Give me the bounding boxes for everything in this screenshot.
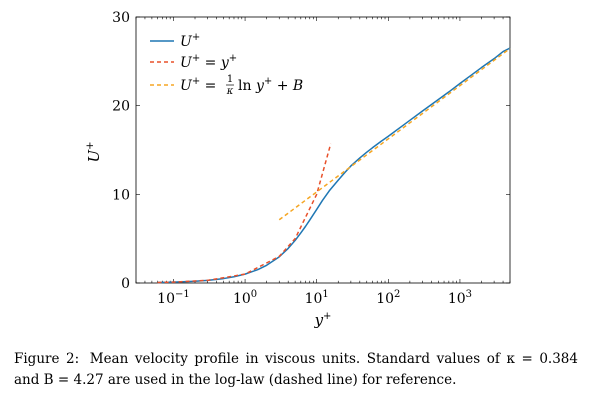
y-tick-label: 20 [112, 99, 130, 115]
caption-text: Mean velocity profile in viscous units. … [14, 351, 578, 388]
y-tick-label: 30 [112, 10, 130, 26]
x-tick-label: 103 [448, 289, 472, 307]
x-tick-label: 102 [376, 289, 400, 307]
svg-text:κ: κ [226, 86, 234, 97]
svg-text:ln y+ + B: ln y+ + B [238, 76, 303, 94]
legend-label-u-plus: U+ [180, 32, 200, 50]
caption-label: Figure 2: [14, 351, 80, 367]
y-tick-label: 10 [112, 187, 130, 203]
series-line-1 [157, 47, 511, 284]
series-group [157, 47, 511, 284]
figure: 10−1 100 101 102 103 0 10 20 30 y+ U+ U+ U+ = y… [85, 10, 511, 329]
y-axis-ticks [136, 16, 510, 284]
plot-area-frame [135, 16, 511, 284]
y-tick-label: 0 [121, 276, 130, 292]
series-line-3 [278, 47, 511, 221]
legend-label-log-law: U+ = 1 κ ln y+ + B [180, 74, 303, 97]
x-tick-label: 100 [233, 289, 257, 307]
svg-text:U+ =: U+ = [180, 76, 216, 94]
series-line-2 [157, 143, 332, 284]
y-axis-label: U+ [85, 141, 103, 162]
x-axis-ticks [135, 17, 511, 283]
svg-text:1: 1 [227, 74, 233, 85]
legend: U+ U+ = y+ U+ = 1 κ ln y+ + B [150, 32, 303, 97]
y-tick-labels: 0 10 20 30 [112, 10, 130, 292]
x-axis-label: y+ [314, 311, 332, 329]
x-tick-label: 10−1 [157, 289, 190, 307]
x-tick-label: 101 [305, 289, 329, 307]
legend-label-linear-law: U+ = y+ [180, 53, 237, 71]
x-tick-labels: 10−1 100 101 102 103 [157, 289, 472, 307]
velocity-profile-chart: 10−1 100 101 102 103 0 10 20 30 y+ U+ U+ U+ = y… [85, 10, 511, 329]
figure-caption: Figure 2: Mean velocity profile in visco… [14, 349, 578, 391]
